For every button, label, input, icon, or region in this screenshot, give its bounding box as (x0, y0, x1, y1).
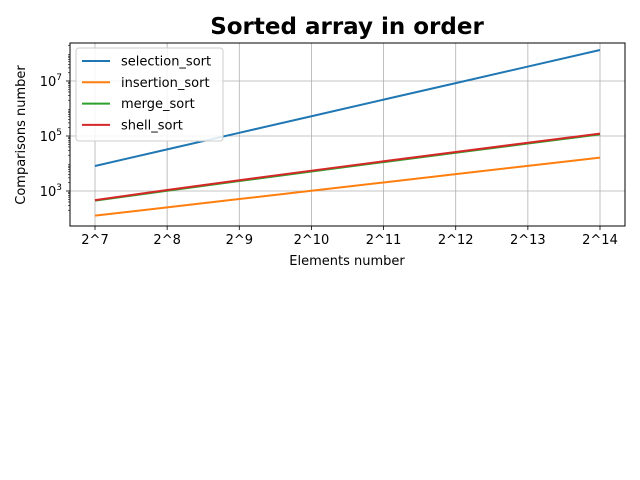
plot-frame (69, 42, 626, 227)
x-tick-label: 2^8 (153, 233, 180, 248)
legend: selection_sort insertion_sort merge_sortsh… (75, 47, 224, 142)
legend-label: selection_sort (121, 55, 211, 70)
y-tick-label: 107 (40, 73, 62, 90)
x-tick-label: 2^10 (294, 233, 330, 248)
x-tick-label: 2^12 (438, 233, 474, 248)
series-line-insertion-sort (94, 156, 601, 217)
x-tick-label: 2^7 (81, 233, 108, 248)
y-tick-label: 105 (40, 128, 62, 145)
series-line-selection-sort (94, 49, 601, 167)
y-tick-exponent: 3 (56, 183, 62, 193)
x-axis: 2^7 2^8 2^9 2^10 2^11 2^12 2^13 2^14 (81, 226, 618, 248)
x-axis-label: Elements number (289, 254, 405, 269)
series-lines (94, 49, 601, 217)
y-tick-base: 10 (40, 185, 57, 200)
series-line-shell-sort (94, 132, 601, 202)
y-tick-exponent: 5 (56, 128, 62, 138)
chart-title: Sorted array in order (210, 14, 484, 40)
x-tick-label: 2^13 (510, 233, 546, 248)
y-tick-exponent: 7 (56, 73, 62, 83)
x-tick-label: 2^14 (582, 233, 618, 248)
legend-label: merge_sort (121, 97, 195, 112)
y-tick-base: 10 (40, 130, 57, 145)
y-tick-label: 103 (40, 183, 62, 200)
legend-label: shell_sort (121, 118, 183, 133)
x-tick-label: 2^11 (366, 233, 402, 248)
x-tick-label: 2^9 (226, 233, 253, 248)
legend-box (75, 47, 224, 142)
y-tick-base: 10 (40, 75, 57, 90)
legend-label: insertion_sort (121, 76, 210, 91)
y-axis-label: Comparisons number (14, 65, 29, 205)
